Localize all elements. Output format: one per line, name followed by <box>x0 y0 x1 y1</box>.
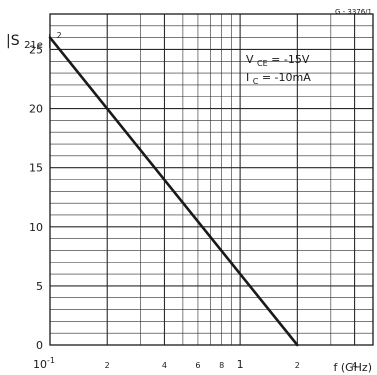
series-line-0 <box>48 36 299 347</box>
plot-border <box>49 13 374 346</box>
figure-code: G - 3376/1 <box>335 8 372 16</box>
x-tick-label: 8 <box>219 361 224 370</box>
series-layer <box>48 36 299 347</box>
svg-text:I C = -10mA: I C = -10mA <box>246 71 311 87</box>
annotation-ic-main: I <box>246 71 249 84</box>
annotation-vce-sub: CE <box>257 59 268 68</box>
y-tick-label: 15 <box>29 162 43 175</box>
annotation-ic-rest: = -10mA <box>262 71 311 84</box>
annotation-vce-main: V <box>246 53 254 66</box>
y-axis-label-open: |S <box>6 33 20 49</box>
y-tick-label: 20 <box>29 103 43 116</box>
y-axis-label-sup: 2 <box>57 31 62 40</box>
x-tick-label: 2 <box>105 361 110 370</box>
plot-frame <box>49 13 374 346</box>
y-tick-label: 25 <box>29 43 43 56</box>
svg-text:V CE = -15V: V CE = -15V <box>246 53 310 69</box>
annotation-vce-rest: = -15V <box>271 53 310 66</box>
x-tick-labels: 10-1 2 4 6 8 1 2 4 <box>33 356 357 371</box>
x-tick-label: 10-1 <box>33 356 55 371</box>
x-axis-label: f (GHz) <box>333 361 372 374</box>
y-axis-label-close: | <box>47 33 52 49</box>
y-tick-label: 5 <box>36 280 43 293</box>
grid-layer <box>50 14 373 345</box>
y-tick-labels: 0 5 10 15 20 25 <box>29 43 43 352</box>
y-axis-label: |S 21e | 2 <box>6 31 62 52</box>
y-tick-label: 10 <box>29 221 43 234</box>
annotation-ic-sub: C <box>253 77 259 86</box>
svg-text:|S 21e |: |S 21e | 2 <box>6 31 62 52</box>
y-axis-label-sub: 21e <box>24 40 43 51</box>
x-tick-label: 4 <box>352 361 357 370</box>
x-tick-label: 1 <box>237 358 244 371</box>
x-tick-label: 2 <box>295 361 300 370</box>
x-tick-label: 4 <box>162 361 167 370</box>
x-tick-label: 6 <box>195 361 200 370</box>
condition-annotation: V CE = -15V I C = -10mA <box>246 53 311 87</box>
y-tick-label: 0 <box>36 339 43 352</box>
